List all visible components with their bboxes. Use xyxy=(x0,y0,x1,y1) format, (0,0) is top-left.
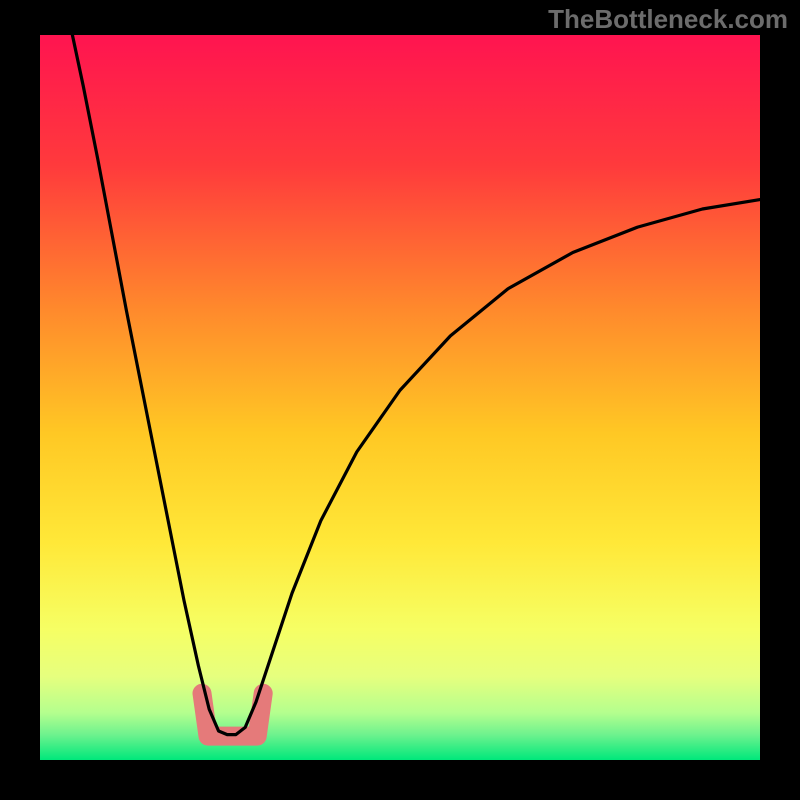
watermark-label: TheBottleneck.com xyxy=(548,4,788,35)
plot-background xyxy=(40,35,760,760)
bottleneck-chart xyxy=(0,0,800,800)
